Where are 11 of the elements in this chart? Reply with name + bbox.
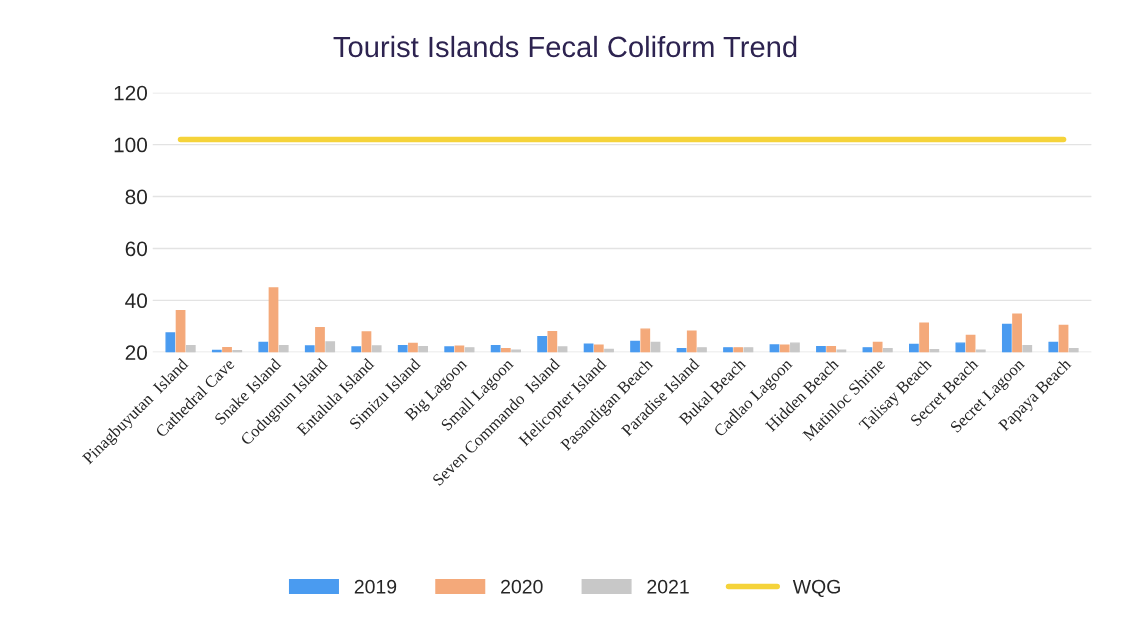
legend-label: 2019 xyxy=(354,579,397,594)
legend-label: 2021 xyxy=(647,579,689,594)
y-tick-label: 40 xyxy=(125,293,148,309)
y-tick-label: 20 xyxy=(125,345,148,361)
y-tick-label: 120 xyxy=(114,85,148,101)
y-tick-label: 80 xyxy=(125,189,148,205)
y-tick-label: 100 xyxy=(114,137,148,153)
chart-title: Tourist Islands Fecal Coliform Trend xyxy=(333,35,797,58)
y-tick-label: 60 xyxy=(125,241,148,257)
legend-label: 2020 xyxy=(501,579,543,594)
legend-label: WQG xyxy=(792,579,840,598)
